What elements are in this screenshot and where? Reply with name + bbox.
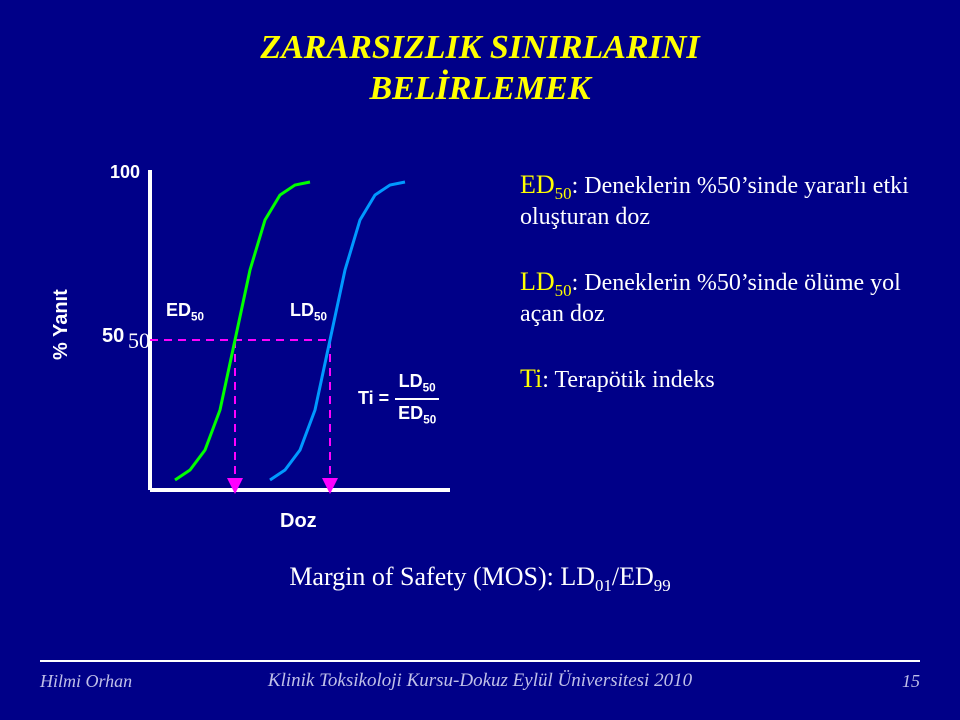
x-axis-label: Doz [280, 510, 317, 533]
dose-response-chart: % Yanıt Doz 100 50 50 ED50 LD50 Ti = LD5… [80, 170, 500, 530]
y-tick-100: 100 [110, 162, 140, 183]
fraction-bar [395, 398, 439, 400]
ed50-label-text: ED [166, 300, 191, 320]
ti-denominator: ED50 [398, 402, 436, 428]
def-ti-text: Terapötik indeks [554, 367, 714, 393]
y-tick-50: 50 [102, 325, 124, 348]
definitions-block: ED50: Deneklerin %50’sinde yararlı etki … [520, 170, 930, 430]
def-ed50-key: ED50 [520, 170, 572, 199]
ld50-label-sub: 50 [314, 311, 327, 324]
def-ld50: LD50: Deneklerin %50’sinde ölüme yol aça… [520, 267, 930, 328]
footer-page-number: 15 [902, 671, 920, 692]
ti-formula: Ti = LD50 ED50 [358, 370, 439, 428]
title-line-2: BELİRLEMEK [0, 69, 960, 110]
y-axis-label: % Yanıt [50, 289, 73, 360]
ld50-label-text: LD [290, 300, 314, 320]
ti-fraction: LD50 ED50 [395, 370, 439, 428]
margin-of-safety: Margin of Safety (MOS): LD01/ED99 [0, 562, 960, 596]
def-ti-key: Ti [520, 364, 542, 393]
def-ti: Ti: Terapötik indeks [520, 364, 930, 394]
ed50-label-sub: 50 [191, 311, 204, 324]
fifty-internal-label: 50 [128, 328, 150, 354]
ti-numerator: LD50 [399, 370, 436, 396]
footer-course: Klinik Toksikoloji Kursu-Dokuz Eylül Üni… [0, 670, 960, 692]
def-ed50: ED50: Deneklerin %50’sinde yararlı etki … [520, 170, 930, 231]
ti-lhs: Ti = [358, 388, 389, 409]
slide-title: ZARARSIZLIK SINIRLARINI BELİRLEMEK [0, 28, 960, 110]
footer-divider [40, 660, 920, 662]
def-ld50-key: LD50 [520, 267, 572, 296]
ld50-curve-label: LD50 [290, 300, 327, 324]
title-line-1: ZARARSIZLIK SINIRLARINI [0, 28, 960, 69]
ed50-curve-label: ED50 [166, 300, 204, 324]
